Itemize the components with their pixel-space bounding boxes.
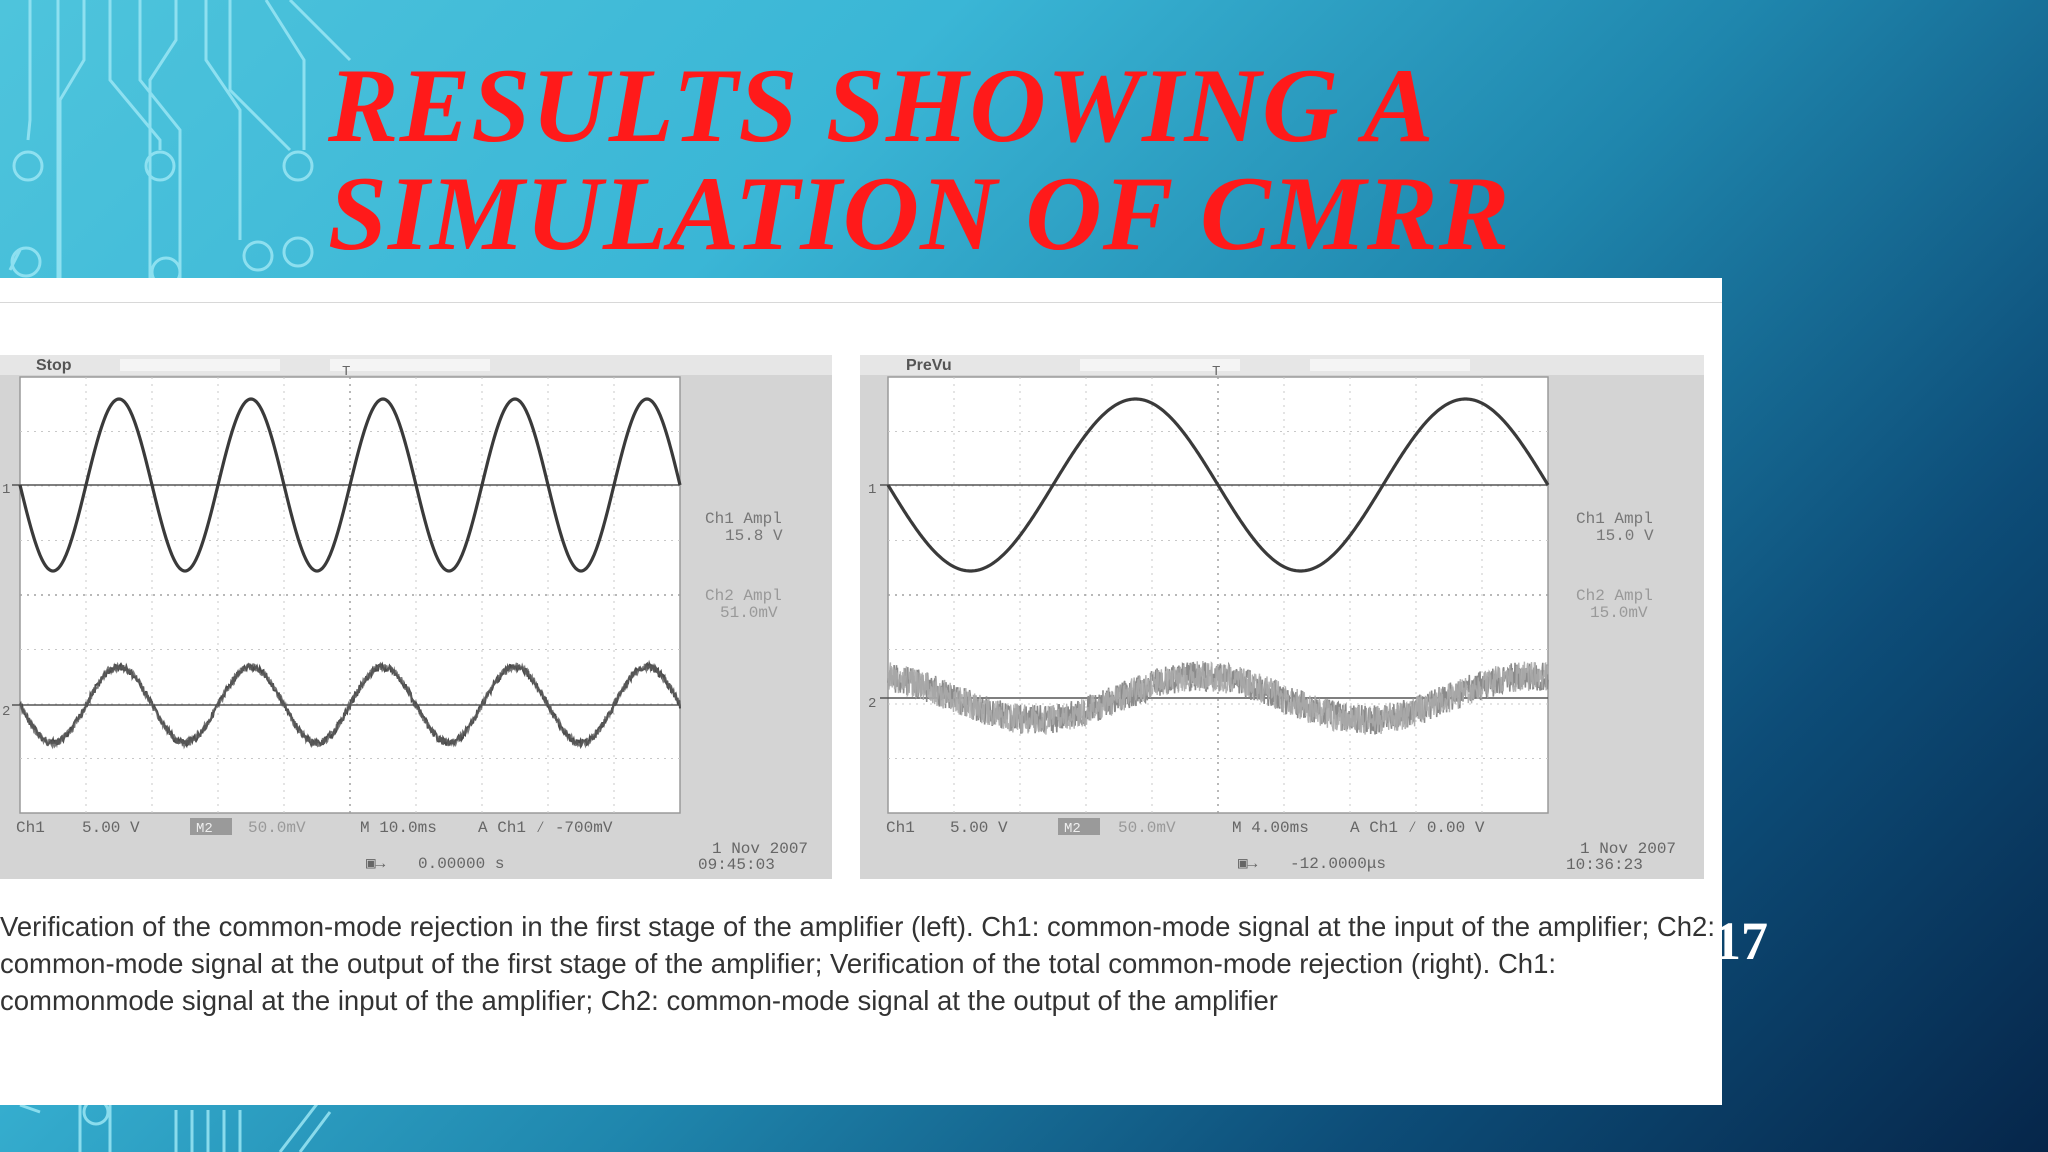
ch1-scale: 5.00 V (82, 819, 140, 837)
ch1-label: Ch1 (16, 819, 45, 837)
ch1-amp-value: 15.8 V (725, 527, 783, 545)
ch2-amp-label: Ch2 Ampl (705, 587, 782, 605)
trigger-setting: A Ch1 ⁄ 0.00 V (1350, 819, 1485, 837)
figure-divider (0, 302, 1722, 303)
ch1-label: Ch1 (886, 819, 915, 837)
oscilloscope-left: Stop 1 2 T Ch1 Ampl 15.8 V Ch2 Ampl 51.0… (0, 355, 832, 879)
trigger-setting: A Ch1 ⁄ -700mV (478, 819, 613, 837)
ch1-scale: 5.00 V (950, 819, 1008, 837)
ch2-ground-marker: 2 (868, 696, 876, 712)
scope-time: 10:36:23 (1566, 856, 1643, 874)
ch2-label: M2 (1064, 821, 1081, 837)
figure-caption: Verification of the common-mode rejectio… (0, 911, 1715, 1016)
scope-date: 1 Nov 2007 (1580, 840, 1676, 858)
oscilloscope-right: PreVu 1 2 T Ch1 Ampl 15.0 V Ch2 Ampl 15.… (860, 355, 1704, 879)
cursor-label: ▣→ (366, 855, 386, 873)
ch1-amp-label: Ch1 Ampl (1576, 510, 1653, 528)
scope-record-bar (120, 359, 280, 371)
title-line-1: RESULTS SHOWING A (328, 47, 1435, 164)
math-badge (190, 818, 232, 835)
ch2-trace-noise (887, 660, 1549, 735)
ch2-amp-label: Ch2 Ampl (1576, 587, 1653, 605)
slide-number: 17 (1714, 911, 1768, 971)
scope-record-bar (1080, 359, 1240, 371)
scope-status: Stop (36, 357, 72, 374)
ch2-scale: 50.0mV (248, 819, 306, 837)
ch1-ground-marker: 1 (2, 482, 10, 498)
scope-record-bar (330, 359, 490, 371)
cursor-readout: -12.0000μs (1290, 855, 1386, 873)
trigger-marker: T (342, 364, 350, 380)
title-line-2: SIMULATION OF CMRR (328, 155, 1511, 272)
ch2-ground-marker: 2 (2, 704, 10, 720)
slide-title: RESULTS SHOWING A SIMULATION OF CMRR (328, 52, 1510, 268)
scope-date: 1 Nov 2007 (712, 840, 808, 858)
ch1-amp-label: Ch1 Ampl (705, 510, 782, 528)
cursor-label: ▣→ (1238, 855, 1258, 873)
timebase: M 10.0ms (360, 819, 437, 837)
ch2-label: M2 (196, 821, 213, 837)
ch2-scale: 50.0mV (1118, 819, 1176, 837)
ch1-ground-marker: 1 (868, 482, 876, 498)
scope-status: PreVu (906, 357, 952, 374)
scope-time: 09:45:03 (698, 856, 775, 874)
math-badge (1058, 818, 1100, 835)
scope-record-bar (1310, 359, 1470, 371)
ch2-amp-value: 15.0mV (1590, 604, 1648, 622)
ch1-trace (886, 397, 1550, 573)
trigger-marker: T (1212, 364, 1220, 380)
ch2-trace-noise (19, 661, 681, 750)
cursor-readout: 0.00000 s (418, 855, 504, 873)
ch2-amp-value: 51.0mV (720, 604, 778, 622)
timebase: M 4.00ms (1232, 819, 1309, 837)
scope-grid (12, 377, 680, 813)
scope-top-bar (860, 355, 1704, 375)
ch1-trace (18, 397, 682, 573)
ch1-amp-value: 15.0 V (1596, 527, 1654, 545)
